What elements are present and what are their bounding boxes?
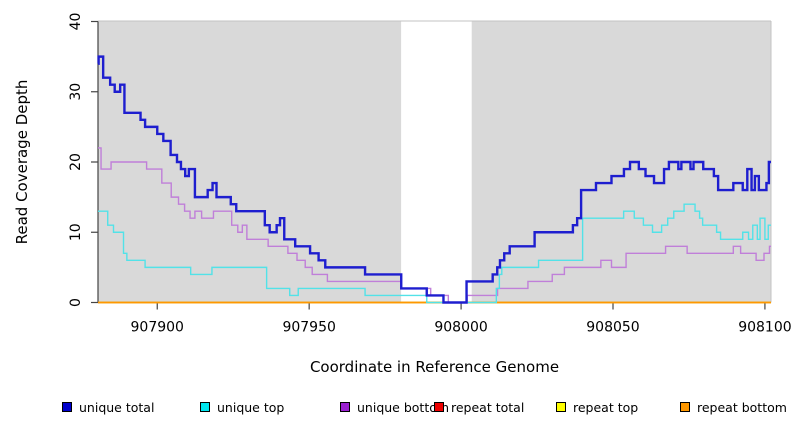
y-tick-label: 20 bbox=[68, 153, 84, 171]
legend-label: unique total bbox=[79, 399, 155, 415]
y-tick-label: 40 bbox=[68, 13, 84, 31]
series-line-unique-total bbox=[97, 55, 771, 304]
legend-swatch-icon bbox=[556, 402, 566, 412]
legend-swatch-icon bbox=[62, 402, 72, 412]
x-tick-label: 907900 bbox=[131, 320, 184, 336]
x-tick-label: 908000 bbox=[434, 320, 487, 336]
legend-label: repeat bottom bbox=[697, 399, 787, 415]
series-line-unique-top bbox=[98, 203, 771, 304]
legend-label: unique bottom bbox=[357, 399, 450, 415]
legend-item-repeat-bottom: repeat bottom bbox=[680, 398, 787, 416]
y-tick-label: 30 bbox=[68, 83, 84, 101]
y-axis-title: Read Coverage Depth bbox=[13, 80, 31, 245]
legend-label: repeat total bbox=[451, 399, 525, 415]
plot-legend: unique total unique top unique bottom repea… bbox=[0, 398, 792, 420]
x-tick-label: 908050 bbox=[586, 320, 639, 336]
legend-swatch-icon bbox=[200, 402, 210, 412]
legend-item-repeat-total: repeat total bbox=[434, 398, 524, 416]
y-tick-label: 0 bbox=[68, 298, 84, 307]
uncovered-gap bbox=[401, 21, 472, 303]
legend-item-unique-bottom: unique bottom bbox=[340, 398, 449, 416]
legend-swatch-icon bbox=[340, 402, 350, 412]
legend-label: unique top bbox=[217, 399, 285, 415]
legend-item-unique-top: unique top bbox=[200, 398, 284, 416]
x-tick-label: 908100 bbox=[738, 320, 791, 336]
x-axis-title: Coordinate in Reference Genome bbox=[310, 358, 559, 376]
covered-region-left bbox=[98, 21, 402, 303]
x-tick-label: 907950 bbox=[282, 320, 335, 336]
covered-region-right bbox=[471, 21, 771, 303]
legend-swatch-icon bbox=[680, 402, 690, 412]
legend-swatch-icon bbox=[434, 402, 444, 412]
legend-item-unique-total: unique total bbox=[62, 398, 154, 416]
series-line-unique-bottom bbox=[98, 147, 771, 304]
legend-label: repeat top bbox=[573, 399, 639, 415]
legend-item-repeat-top: repeat top bbox=[556, 398, 638, 416]
y-tick-label: 10 bbox=[68, 223, 84, 241]
